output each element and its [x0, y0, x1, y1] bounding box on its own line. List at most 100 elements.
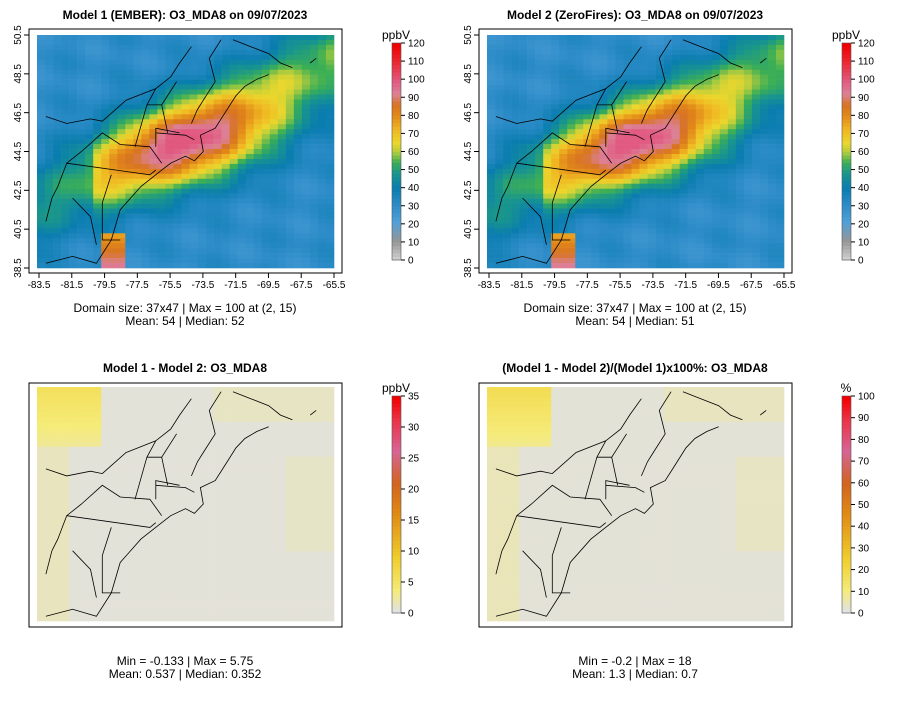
grid-cell [285, 213, 295, 219]
grid-cell [157, 456, 166, 462]
grid-cell [671, 129, 680, 135]
grid-cell [527, 139, 536, 145]
grid-cell [69, 124, 78, 130]
grid-cell [45, 401, 54, 408]
grid-cell [189, 611, 198, 617]
grid-cell [317, 163, 327, 170]
grid-cell [711, 253, 721, 259]
grid-cell [69, 451, 78, 457]
grid-cell [511, 248, 520, 254]
grid-cell [559, 35, 568, 41]
grid-cell [53, 416, 62, 423]
grid-cell [599, 49, 608, 56]
grid-cell [317, 263, 327, 269]
grid-cell [663, 49, 672, 56]
grid-cell [157, 501, 166, 507]
grid-cell [615, 248, 624, 254]
grid-cell [703, 238, 713, 244]
grid-cell [607, 69, 616, 75]
colorbar-swatch [842, 249, 851, 254]
grid-cell [133, 243, 142, 249]
grid-cell [45, 616, 54, 622]
grid-cell [607, 94, 616, 100]
grid-cell [711, 208, 721, 214]
grid-cell [85, 109, 94, 115]
grid-cell [245, 168, 255, 175]
grid-cell [743, 139, 753, 145]
grid-cell [61, 616, 70, 622]
grid-cell [285, 139, 295, 145]
grid-cell [197, 238, 206, 244]
grid-cell [149, 586, 158, 592]
grid-cell [109, 114, 118, 120]
grid-cell [237, 99, 247, 105]
grid-cell [503, 228, 512, 234]
grid-cell [125, 406, 134, 413]
grid-cell [519, 94, 528, 100]
grid-cell [599, 183, 608, 189]
grid-cell [293, 223, 303, 229]
grid-cell [165, 193, 174, 199]
grid-cell [45, 591, 54, 597]
grid-cell [133, 104, 142, 110]
grid-cell [293, 89, 303, 95]
grid-cell [165, 218, 174, 224]
grid-cell [181, 586, 190, 592]
grid-cell [45, 536, 54, 542]
grid-cell [759, 114, 769, 120]
grid-cell [109, 243, 118, 249]
grid-cell [125, 104, 134, 110]
grid-cell [253, 35, 263, 41]
grid-cell [277, 35, 287, 41]
grid-cell [575, 49, 584, 56]
grid-cell [679, 178, 688, 185]
grid-cell [261, 228, 271, 234]
grid-cell [527, 129, 536, 135]
grid-cell [527, 134, 536, 140]
colorbar-tick-label: 120 [408, 39, 425, 50]
grid-cell [197, 486, 206, 492]
grid-cell [631, 79, 640, 85]
colorbar-swatch [842, 126, 851, 131]
grid-cell [229, 39, 238, 46]
grid-cell [157, 431, 166, 438]
grid-cell [655, 203, 664, 209]
colorbar-swatch [392, 256, 401, 261]
grid-cell [197, 173, 206, 180]
grid-cell [77, 581, 86, 587]
grid-cell [301, 144, 311, 150]
grid-cell [133, 129, 142, 135]
grid-cell [85, 188, 94, 194]
grid-cell [599, 193, 608, 199]
grid-cell [535, 129, 544, 135]
grid-cell [591, 168, 600, 175]
grid-cell [751, 129, 761, 135]
grid-cell [77, 258, 86, 264]
grid-cell [181, 541, 190, 547]
grid-cell [535, 59, 544, 66]
grid-cell [663, 35, 672, 41]
grid-cell [221, 149, 230, 155]
grid-cell [237, 134, 247, 140]
grid-cell [77, 168, 86, 175]
grid-cell [37, 511, 46, 517]
grid-cell [607, 193, 616, 199]
grid-cell [125, 387, 134, 393]
grid-cell [173, 616, 182, 622]
grid-cell [687, 139, 697, 145]
grid-cell [157, 144, 166, 150]
grid-cell [607, 35, 616, 41]
grid-cell [197, 581, 206, 587]
grid-cell [229, 406, 238, 413]
grid-cell [101, 556, 110, 562]
grid-cell [591, 99, 600, 105]
grid-cell [85, 228, 94, 234]
colorbar-swatch [392, 238, 401, 243]
grid-cell [133, 54, 142, 61]
grid-cell [205, 551, 214, 557]
grid-cell [527, 178, 536, 185]
grid-cell [213, 228, 222, 234]
grid-cell [559, 59, 568, 66]
grid-cell [157, 153, 166, 160]
grid-cell [607, 39, 616, 46]
